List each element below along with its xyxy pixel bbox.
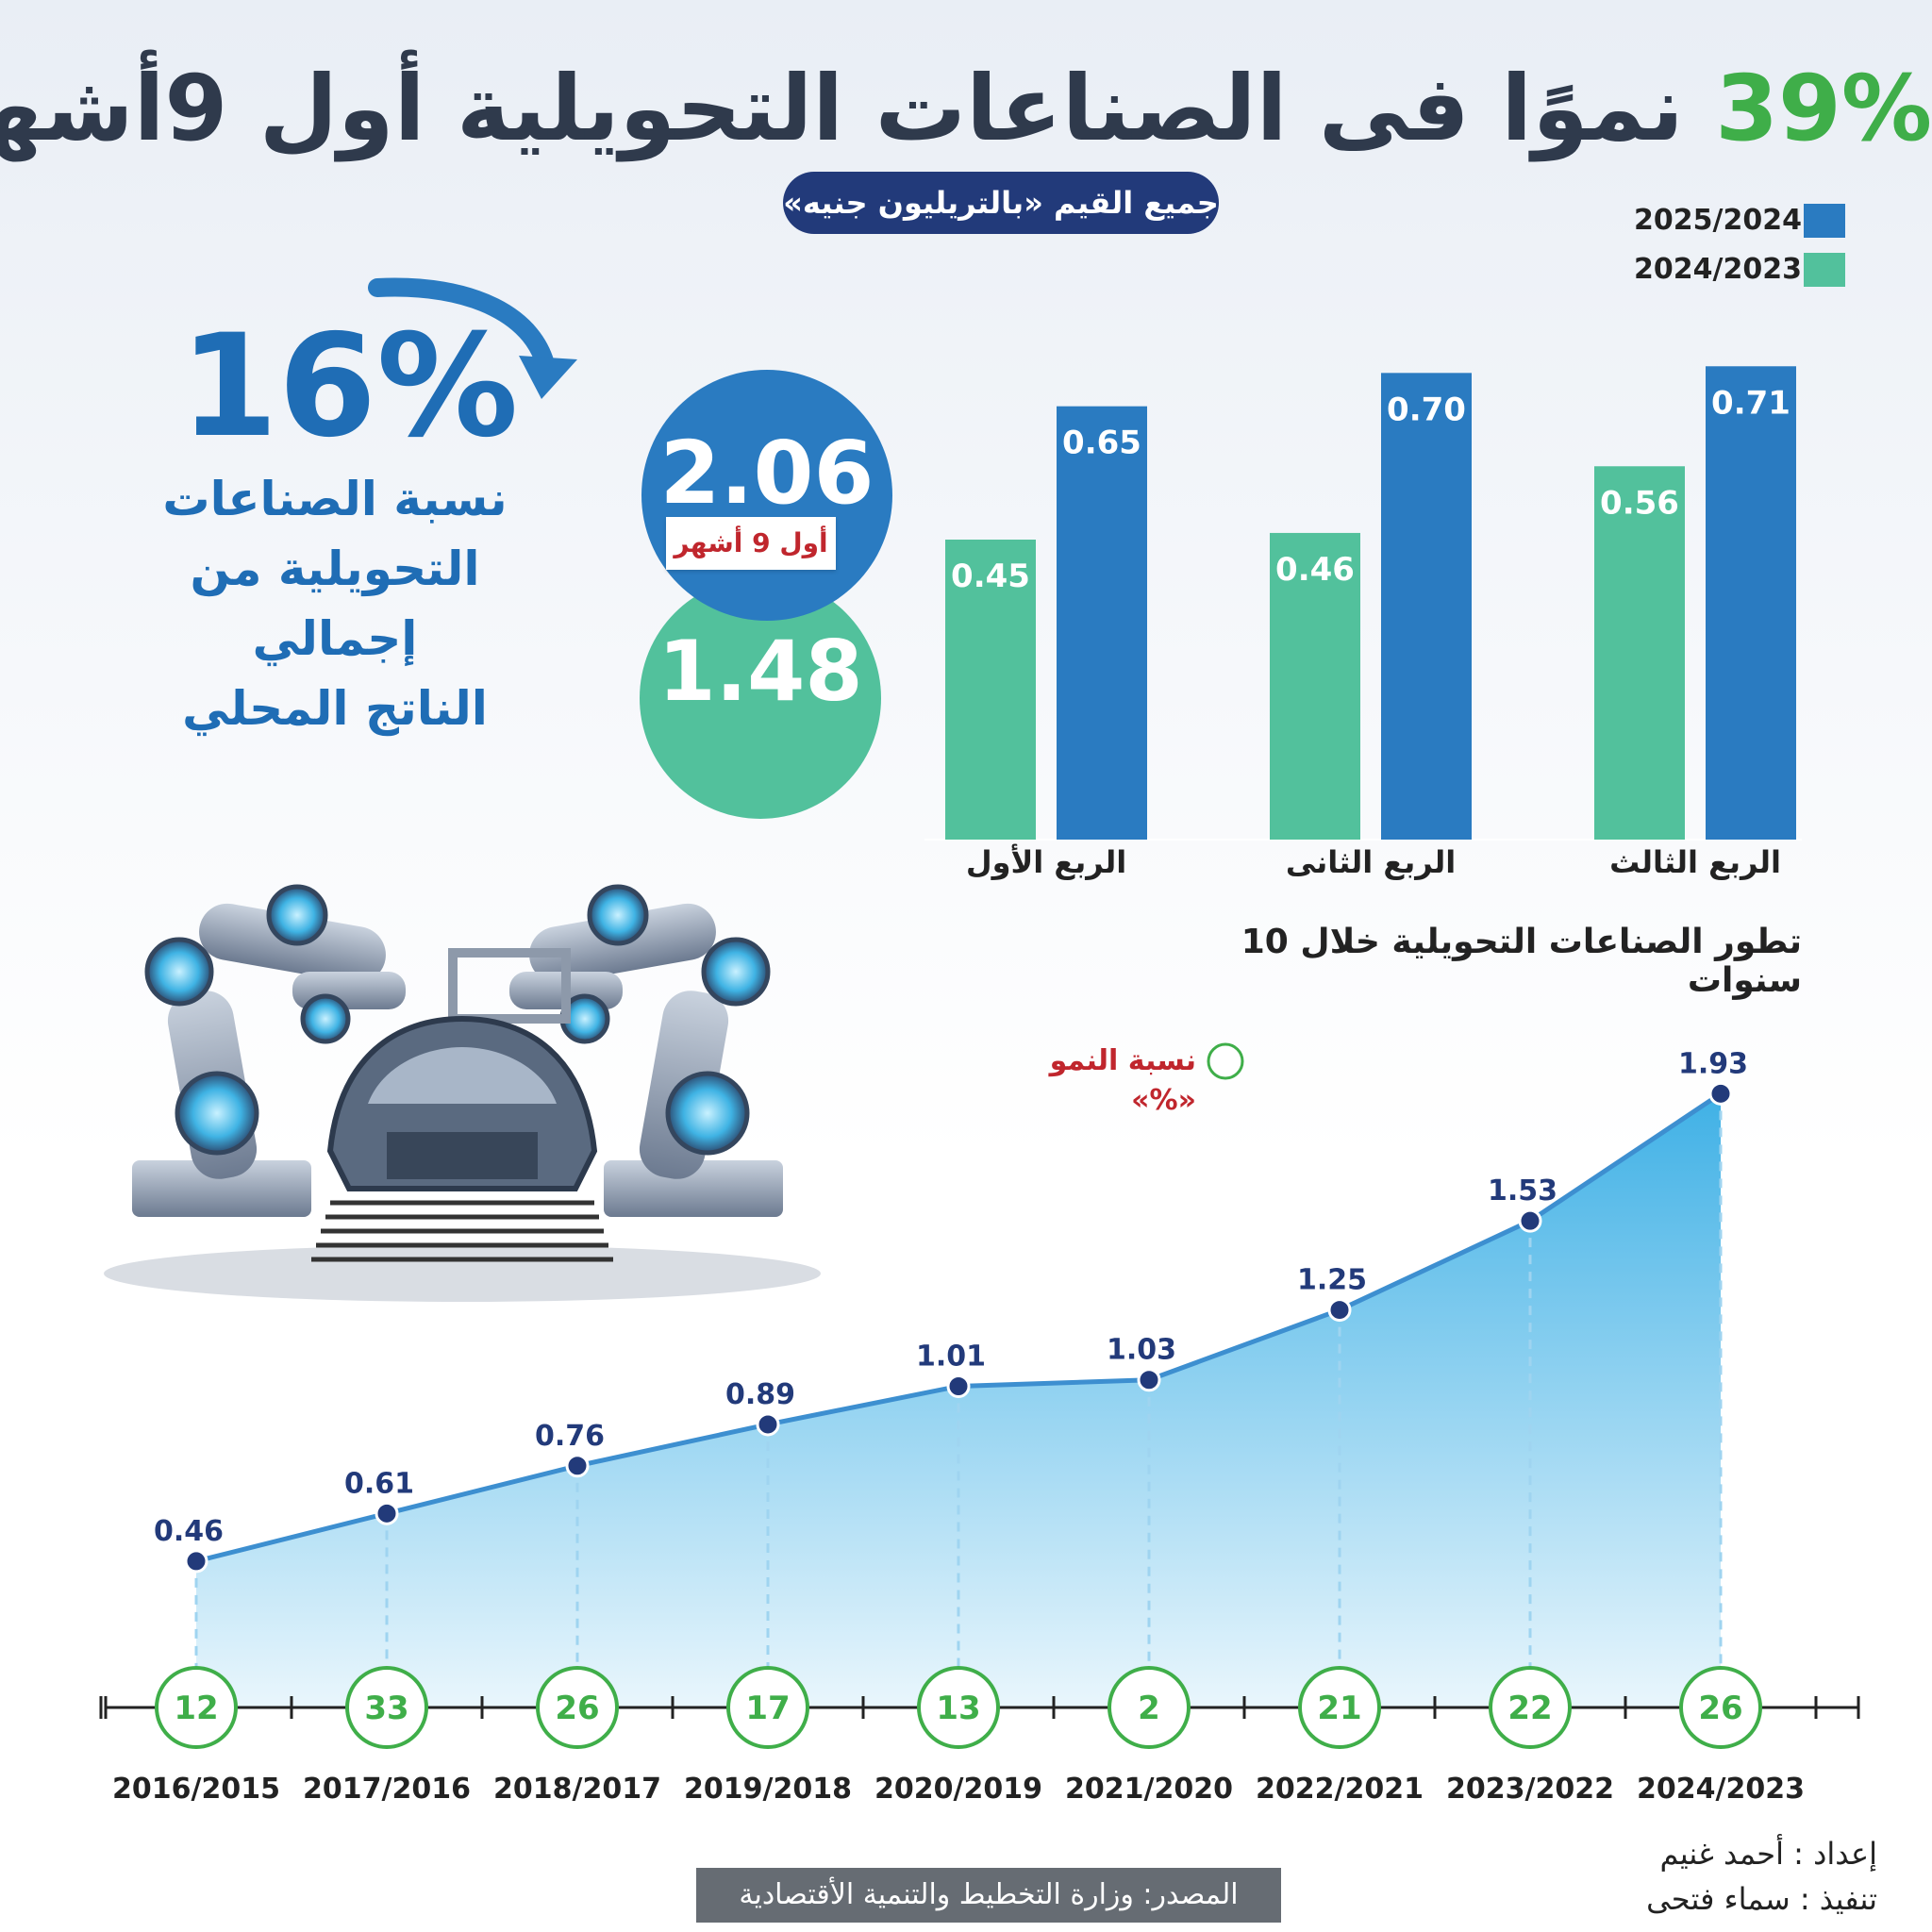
x-tick-label-2: 2018/2017: [493, 1773, 661, 1806]
data-point-4: [946, 1374, 971, 1398]
growth-circle-2: [536, 1666, 619, 1749]
share-percent: 16%: [179, 305, 519, 469]
bar-current-q2: [1381, 373, 1472, 840]
growth-value-5: 2: [1138, 1690, 1160, 1727]
data-point-3: [756, 1412, 780, 1437]
growth-circle-8: [1679, 1666, 1762, 1749]
bar-category-label-q3: الربع الثالث: [1609, 844, 1781, 880]
data-point-label-5: 1.03: [1107, 1334, 1176, 1367]
growth-circle-6: [1298, 1666, 1381, 1749]
bar-value-previous-q3: 0.56: [1600, 484, 1679, 522]
robot-assembly-illustration: [104, 884, 821, 1302]
legend-swatch-previous: [1804, 253, 1845, 287]
data-point-label-6: 1.25: [1297, 1264, 1367, 1297]
x-tick-label-4: 2020/2019: [874, 1773, 1042, 1806]
quarterly-bar-chart: 0.45 0.65 الربع الأول 0.46 0.70 الربع الثانى 0…: [924, 366, 1802, 880]
bar-category-label-q1: الربع الأول: [966, 843, 1126, 880]
x-tick-label-5: 2021/2020: [1065, 1773, 1233, 1806]
nine-months-label: أول 9 أشهر: [666, 517, 836, 570]
x-tick-label-1: 2017/2016: [303, 1773, 471, 1806]
headline: 39% نموًا فى الصناعات التحويلية أول 9أشه…: [0, 38, 1932, 179]
data-point-5: [1137, 1368, 1161, 1392]
legend-label-previous: 2024/2023: [1634, 253, 1802, 286]
growth-value-6: 21: [1317, 1690, 1361, 1727]
data-point-2: [565, 1454, 590, 1478]
data-point-0: [184, 1549, 208, 1574]
growth-circle-7: [1489, 1666, 1572, 1749]
data-point-6: [1327, 1298, 1352, 1323]
nine-months-current-value: 2.06: [659, 423, 874, 524]
bar-value-current-q3: 0.71: [1711, 384, 1790, 422]
data-point-8: [1708, 1081, 1733, 1106]
share-label-line3: الناتج المحلي: [182, 681, 488, 736]
bar-previous-q3: [1594, 466, 1685, 840]
growth-circle-1: [345, 1666, 428, 1749]
bar-current-q1: [1057, 406, 1147, 840]
bar-value-previous-q2: 0.46: [1275, 551, 1355, 589]
growth-value-1: 33: [364, 1690, 408, 1727]
bar-value-previous-q1: 0.45: [951, 558, 1030, 595]
nine-months-current-circle: 2.06: [641, 370, 892, 621]
data-point-label-0: 0.46: [154, 1515, 224, 1548]
units-note: جميع القيم «بالتريليون جنيه»: [783, 172, 1219, 234]
data-point-label-4: 1.01: [916, 1340, 986, 1373]
growth-value-8: 26: [1698, 1690, 1742, 1727]
bar-value-current-q2: 0.70: [1387, 391, 1466, 428]
bar-current-q3: [1706, 366, 1796, 840]
nine-months-previous-circle: 1.48: [640, 577, 881, 819]
x-tick-label-8: 2024/2023: [1637, 1773, 1805, 1806]
share-label-line1: نسبة الصناعات: [162, 472, 508, 526]
bar-previous-q1: [945, 540, 1036, 840]
growth-circle-3: [726, 1666, 809, 1749]
growth-circle-0: [155, 1666, 238, 1749]
x-tick-label-3: 2019/2018: [684, 1773, 852, 1806]
data-point-label-7: 1.53: [1488, 1174, 1557, 1208]
growth-circle-4: [917, 1666, 1000, 1749]
data-point-label-3: 0.89: [725, 1378, 795, 1411]
x-tick-label-6: 2022/2021: [1256, 1773, 1424, 1806]
data-point-label-1: 0.61: [344, 1467, 414, 1500]
growth-circle-5: [1108, 1666, 1191, 1749]
bar-previous-q2: [1270, 532, 1360, 840]
growth-legend-label: نسبة النمو «%»: [1049, 1044, 1196, 1117]
x-tick-label-7: 2023/2022: [1446, 1773, 1614, 1806]
credit-prepared: إعداد : أحمد غنيم: [1659, 1836, 1877, 1872]
growth-value-0: 12: [174, 1690, 218, 1727]
growth-legend-circle-icon: [1207, 1042, 1244, 1080]
data-point-1: [375, 1501, 399, 1525]
growth-value-7: 22: [1507, 1690, 1552, 1727]
curved-arrow-icon: [368, 277, 577, 399]
headline-percent: 39%: [1715, 56, 1932, 161]
legend-swatch-current: [1804, 204, 1845, 238]
trend-chart-title: تطور الصناعات التحويلية خلال 10 سنوات: [1241, 923, 1802, 1000]
source-note: المصدر: وزارة التخطيط والتنمية الأقتصادي…: [696, 1868, 1281, 1923]
data-point-label-2: 0.76: [535, 1420, 605, 1453]
data-point-label-8: 1.93: [1678, 1047, 1748, 1080]
growth-value-3: 17: [745, 1690, 790, 1727]
nine-months-previous-value: 1.48: [658, 623, 863, 720]
data-point-7: [1518, 1208, 1542, 1233]
bar-category-label-q2: الربع الثانى: [1286, 844, 1456, 880]
credit-executed: تنفيذ : سماء فتحى: [1646, 1881, 1877, 1917]
legend-label-current: 2025/2024: [1634, 204, 1802, 237]
share-label-line2: التحويلية من إجمالي: [190, 541, 480, 666]
growth-legend: نسبة النمو «%»: [972, 1038, 1245, 1117]
x-tick-label-0: 2016/2015: [112, 1773, 280, 1806]
growth-value-4: 13: [936, 1690, 980, 1727]
share-label: نسبة الصناعات التحويلية من إجمالي الناتج…: [113, 464, 557, 743]
ten-year-area-chart: 0.46 12 2016/2015 0.61 33 2017/2016 0.76 26 2018…: [99, 1047, 1860, 1806]
bar-value-current-q1: 0.65: [1062, 425, 1141, 462]
growth-value-2: 26: [555, 1690, 599, 1727]
